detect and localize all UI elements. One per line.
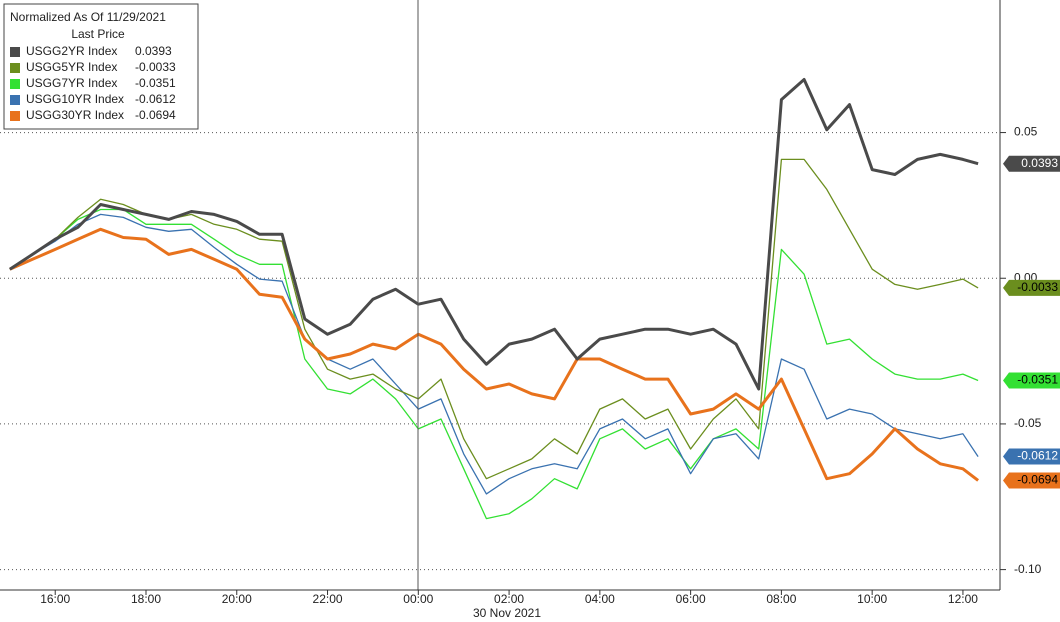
last-value-label: -0.0033	[1017, 280, 1058, 294]
legend-swatch	[10, 111, 20, 121]
legend-value: -0.0351	[135, 76, 176, 90]
y-tick-label: 0.05	[1014, 125, 1038, 139]
series-line	[9, 208, 979, 520]
series-line	[9, 227, 980, 482]
x-tick-label: 10:00	[857, 592, 887, 606]
x-tick-label: 18:00	[131, 592, 161, 606]
series-line	[9, 213, 979, 495]
legend-label: USGG7YR Index	[26, 76, 117, 90]
legend-swatch	[10, 63, 20, 73]
legend-value: -0.0694	[135, 108, 176, 122]
legend: Normalized As Of 11/29/2021 Last Price U…	[3, 3, 199, 130]
x-tick-label: 08:00	[766, 592, 796, 606]
legend-label: USGG10YR Index	[26, 92, 124, 106]
legend-value: 0.0393	[135, 44, 172, 58]
last-value-label: -0.0694	[1017, 473, 1058, 487]
last-value-label: 0.0393	[1021, 156, 1058, 170]
x-tick-label: 00:00	[403, 592, 433, 606]
y-tick-label: -0.05	[1014, 416, 1042, 430]
legend-swatch	[10, 79, 20, 89]
legend-label: USGG5YR Index	[26, 60, 117, 74]
legend-subtitle: Last Price	[71, 27, 125, 41]
last-value-tag	[1003, 472, 1060, 489]
legend-title: Normalized As Of 11/29/2021	[10, 10, 166, 24]
legend-value: -0.0612	[135, 92, 176, 106]
last-value-tag	[1003, 279, 1060, 296]
legend-swatch	[10, 95, 20, 105]
x-tick-label: 22:00	[313, 592, 343, 606]
legend-swatch	[10, 47, 20, 57]
last-value-tag	[1003, 372, 1060, 389]
y-tick-label: -0.10	[1014, 562, 1042, 576]
series-line	[9, 158, 979, 480]
legend-label: USGG30YR Index	[26, 108, 124, 122]
legend-label: USGG2YR Index	[26, 44, 117, 58]
x-tick-label: 16:00	[40, 592, 70, 606]
last-value-tag	[1003, 155, 1060, 172]
x-tick-label: 12:00	[948, 592, 978, 606]
last-value-label: -0.0351	[1017, 373, 1058, 387]
last-value-tag	[1003, 448, 1060, 465]
legend-box	[3, 3, 199, 130]
legend-value: -0.0033	[135, 60, 176, 74]
x-tick-label: 06:00	[676, 592, 706, 606]
x-tick-label: 04:00	[585, 592, 615, 606]
last-value-label: -0.0612	[1017, 449, 1058, 463]
series-line	[8, 78, 979, 391]
x-tick-label: 20:00	[222, 592, 252, 606]
x-tick-label: 02:00	[494, 592, 524, 606]
date-label: 30 Nov 2021	[473, 606, 541, 620]
plot-area	[0, 78, 1000, 571]
